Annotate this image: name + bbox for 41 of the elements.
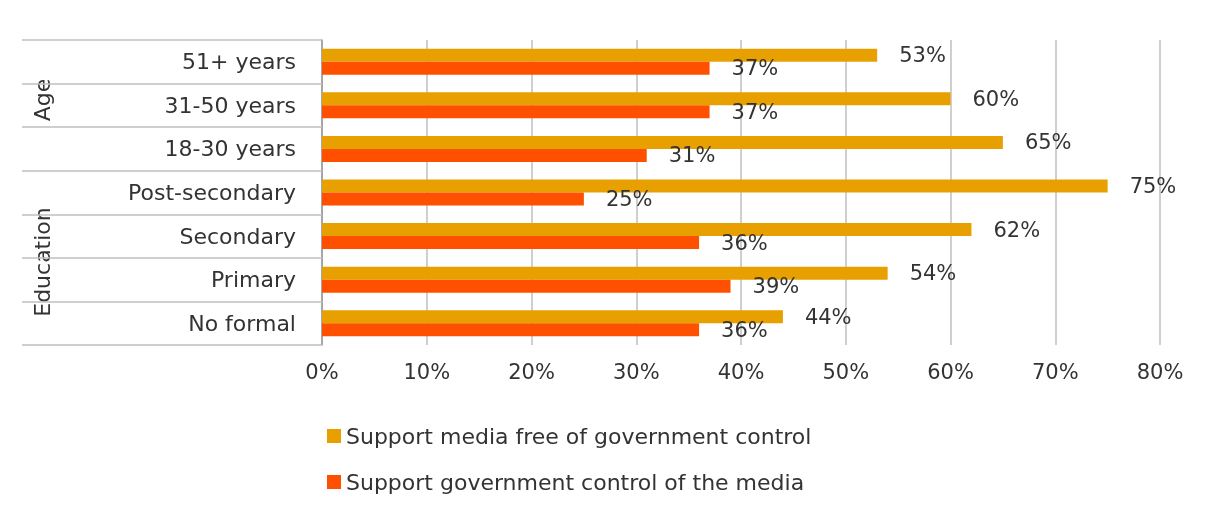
data-label: 53% — [899, 43, 946, 68]
data-label: 75% — [1129, 174, 1177, 198]
x-tick-label: 80% — [1136, 359, 1184, 384]
x-tick-label: 70% — [1031, 359, 1079, 384]
data-label: 36% — [721, 317, 768, 342]
bar — [322, 61, 710, 75]
y-tick-label: Secondary — [179, 223, 296, 249]
x-tick-label: 50% — [822, 359, 870, 384]
x-tick-label: 40% — [717, 359, 765, 384]
bar — [322, 323, 700, 337]
data-label: 44% — [804, 304, 852, 329]
data-label: 37% — [731, 56, 779, 81]
y-tick-label: 18-30 years — [164, 136, 296, 162]
data-label: 31% — [668, 143, 716, 168]
bar — [322, 236, 700, 250]
legend-label: Support government control of the media — [346, 469, 805, 495]
bar — [322, 105, 710, 119]
y-tick-label: Post-secondary — [128, 180, 296, 205]
x-tick-label: 10% — [403, 359, 451, 384]
data-label: 60% — [972, 86, 1020, 111]
data-label: 39% — [752, 274, 800, 299]
x-tick-label: 0% — [305, 359, 339, 384]
data-label: 25% — [605, 187, 653, 211]
x-tick-label: 30% — [612, 359, 660, 384]
bar — [322, 148, 647, 162]
bar — [322, 279, 731, 293]
y-tick-label: Primary — [210, 267, 296, 293]
data-label: 65% — [1024, 130, 1072, 155]
legend-label: Support media free of government control — [346, 423, 812, 449]
x-tick-label: 20% — [508, 359, 555, 384]
data-label: 62% — [993, 217, 1041, 242]
bar — [322, 192, 584, 206]
y-tick-label: 31-50 years — [164, 92, 296, 118]
text: Education — [29, 207, 55, 317]
x-tick-label: 60% — [927, 359, 974, 384]
data-label: 54% — [909, 261, 957, 286]
data-label: 37% — [731, 99, 779, 124]
text: Age — [29, 78, 55, 122]
y-tick-label: No formal — [188, 310, 296, 336]
y-tick-label: 51+ years — [182, 49, 296, 75]
data-label: 36% — [721, 230, 768, 255]
